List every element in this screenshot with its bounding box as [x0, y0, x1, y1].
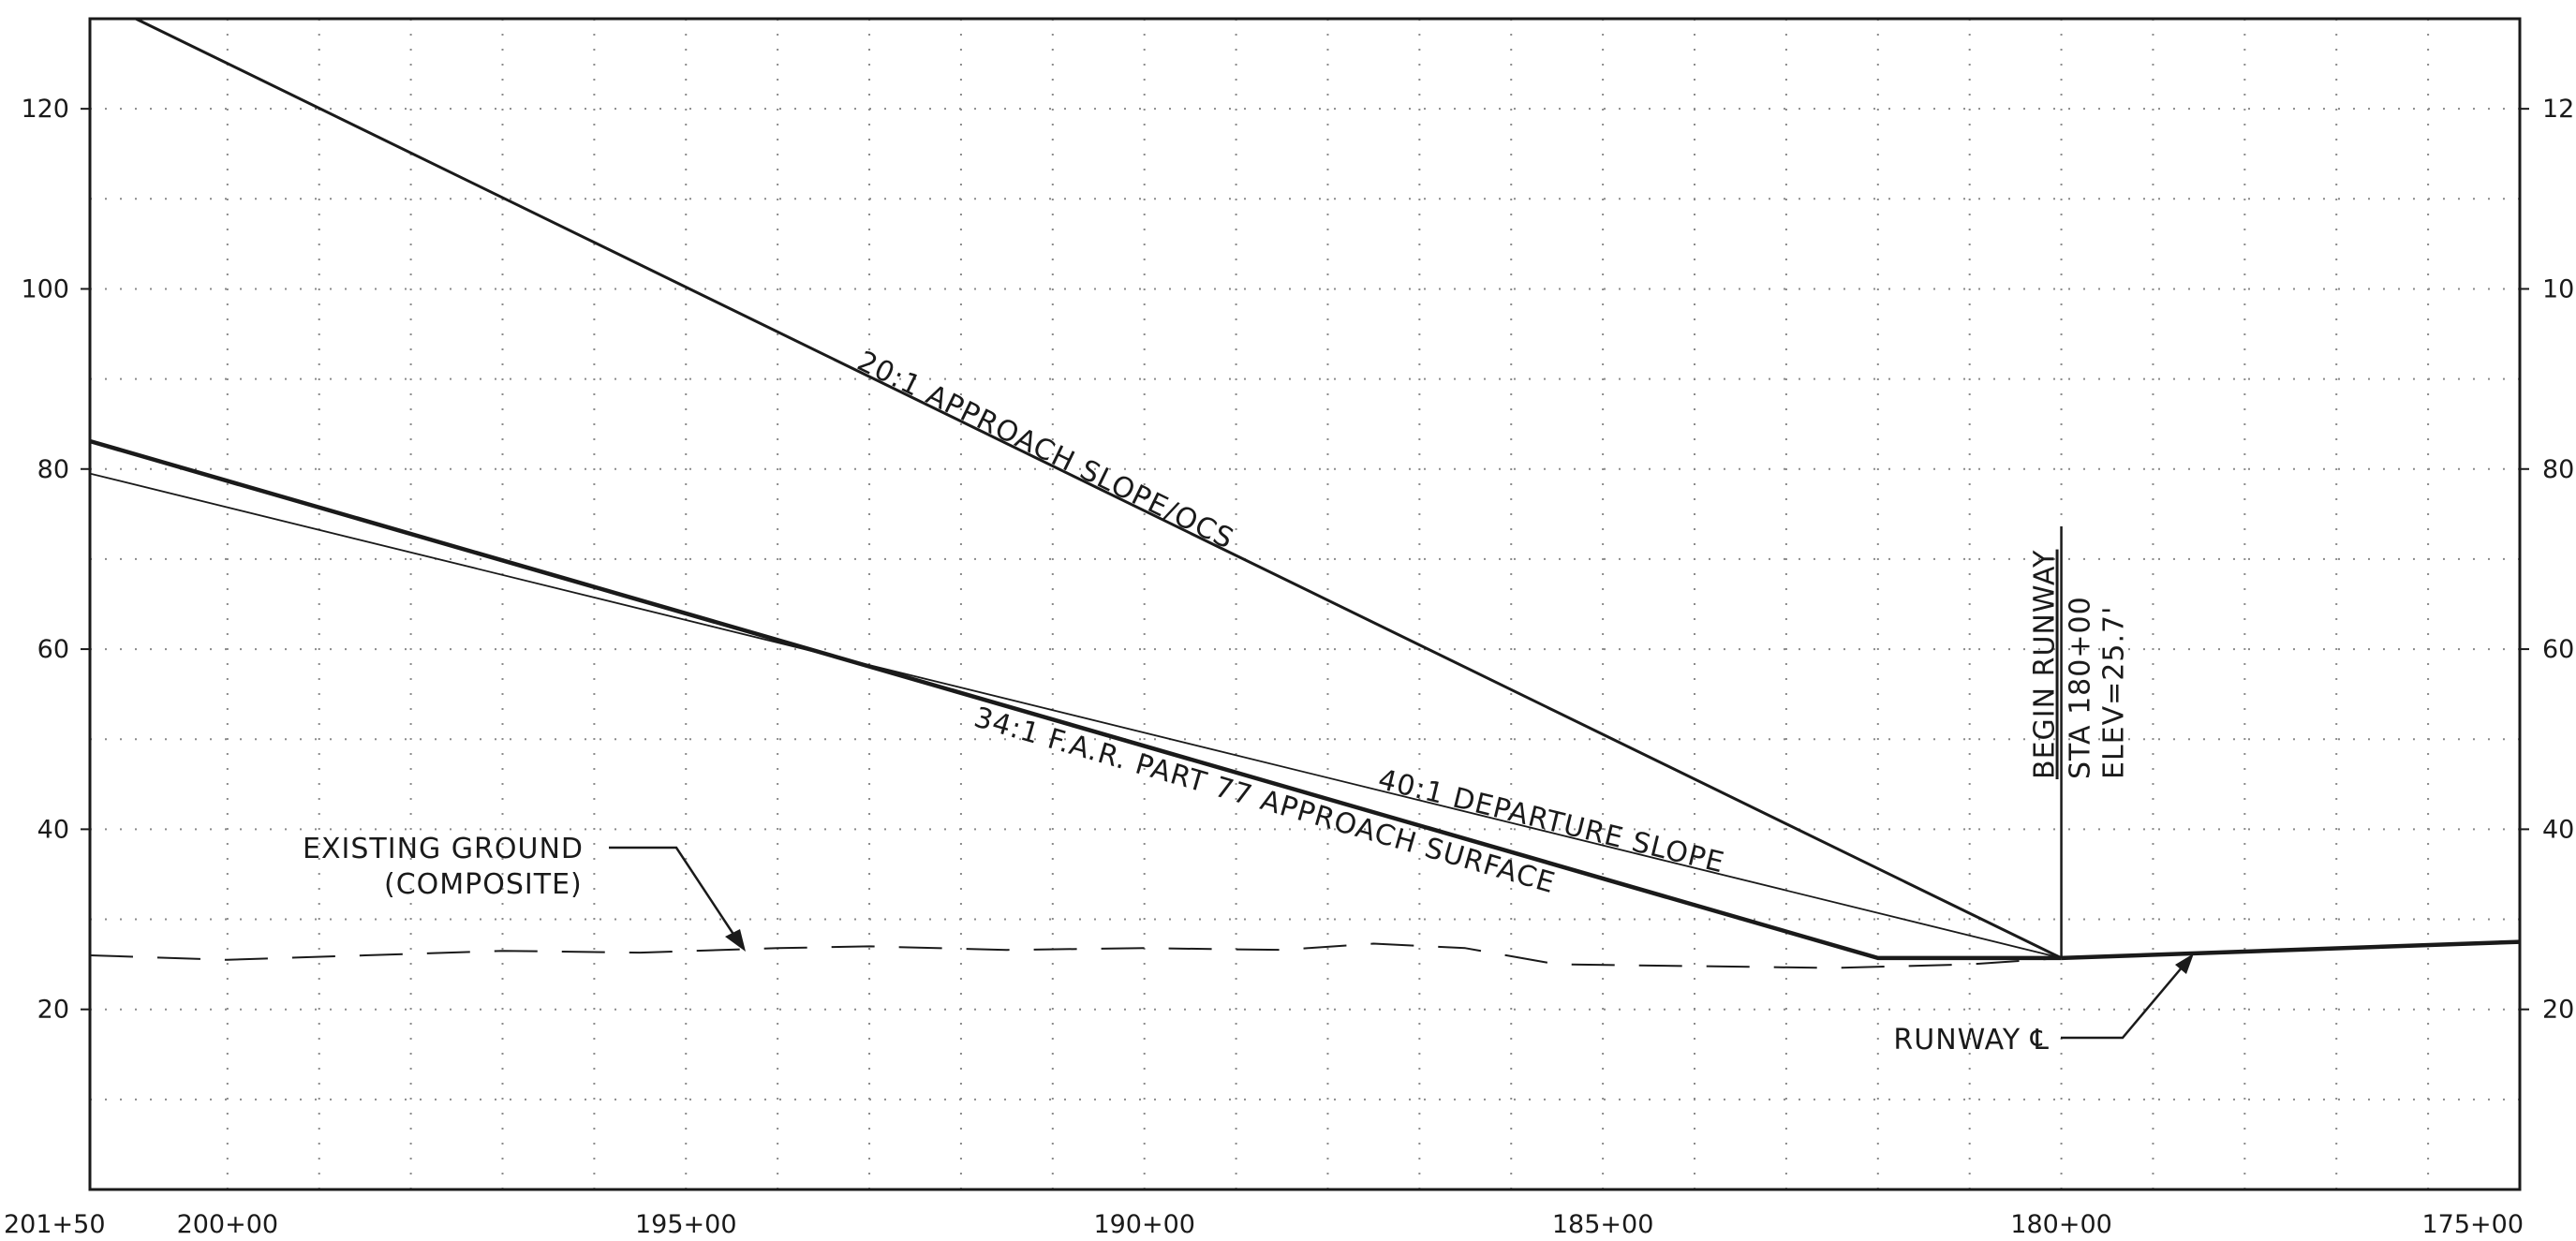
y-tick-label-right: 120	[2542, 95, 2576, 124]
x-tick-label: 180+00	[2010, 1210, 2112, 1239]
existing-ground-leader	[609, 846, 740, 942]
series-existing-ground	[89, 942, 2062, 969]
y-tick-label-right: 100	[2542, 274, 2576, 303]
y-tick-label-left: 80	[37, 455, 69, 484]
series-40-1-departure-slope	[89, 472, 2062, 959]
runway-centerline-arrowhead	[2175, 953, 2194, 974]
begin-runway-title: BEGIN RUNWAY	[2029, 550, 2062, 779]
series-group	[89, 17, 2521, 969]
x-tick-label: 201+50	[4, 1210, 106, 1239]
y-tick-label-left: 120	[21, 95, 69, 124]
y-tick-label-right: 80	[2542, 455, 2574, 484]
y-tick-label-left: 60	[37, 635, 69, 664]
series-runway-centerline	[2061, 939, 2521, 961]
label-existing-ground-composite: (COMPOSITE)	[384, 868, 583, 901]
series-34-1-approach-surface	[89, 438, 2062, 961]
begin-runway-callout: BEGIN RUNWAY STA 180+00 ELEV=25.7'	[2029, 550, 2131, 779]
x-axis-ticks: 201+50 200+00 195+00 190+00 185+00 180+00 175+…	[4, 1210, 2524, 1239]
y-axis-ticks: 20 20 40 40 60 60 80 80 100 100 120 120	[21, 95, 2576, 1025]
label-20-1-approach: 20:1 APPROACH SLOPE/OCS	[852, 345, 1239, 556]
grid-lines	[90, 19, 2520, 1189]
begin-runway-station: STA 180+00	[2065, 596, 2097, 779]
y-tick-label-right: 40	[2542, 815, 2574, 844]
begin-runway-elevation: ELEV=25.7'	[2098, 606, 2131, 779]
x-tick-label: 195+00	[635, 1210, 737, 1239]
y-tick-label-right: 60	[2542, 635, 2574, 664]
existing-ground-arrowhead	[725, 929, 746, 952]
y-tick-label-left: 40	[37, 815, 69, 844]
y-tick-label-right: 20	[2542, 996, 2574, 1025]
runway-centerline-leader	[2061, 966, 2184, 1040]
x-tick-label: 185+00	[1552, 1210, 1654, 1239]
series-20-1-approach-slope	[135, 17, 2063, 960]
y-tick-label-left: 20	[37, 996, 69, 1025]
plot-frame	[88, 17, 2522, 1191]
label-existing-ground: EXISTING GROUND	[303, 833, 584, 865]
x-tick-label: 190+00	[1093, 1210, 1195, 1239]
label-runway-centerline: RUNWAY ℄	[1893, 1024, 2050, 1056]
x-tick-label: 200+00	[177, 1210, 279, 1239]
y-tick-label-left: 100	[21, 274, 69, 303]
x-tick-label: 175+00	[2421, 1210, 2524, 1239]
